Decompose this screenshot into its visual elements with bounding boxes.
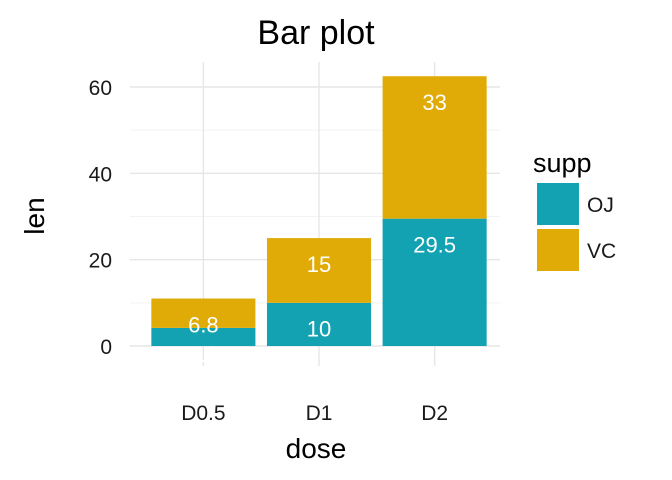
bar-value-label: 29.5 <box>413 233 456 258</box>
y-tick-label: 20 <box>89 250 112 273</box>
y-tick-label: 40 <box>89 163 112 186</box>
bar-labels: 4.2 10 29.5 6.8 15 33 <box>188 90 456 367</box>
bar-oj-d2 <box>382 218 487 346</box>
bar-value-label: 10 <box>307 317 331 342</box>
bar-vc-d2 <box>382 76 487 219</box>
x-tick-label: D1 <box>306 402 333 425</box>
legend: supp OJ VC <box>533 148 616 271</box>
bar-value-label: 15 <box>307 252 331 277</box>
legend-items: OJ VC <box>537 183 616 271</box>
bar-oj-d1 <box>266 302 372 346</box>
legend-swatch-oj <box>537 183 579 225</box>
bar-value-label: 33 <box>422 90 446 115</box>
bar-vc-d0-5 <box>151 298 256 328</box>
bar-value-label: 4.2 <box>188 342 219 367</box>
y-tick-label: 0 <box>100 336 112 359</box>
x-tick-label: D2 <box>421 402 448 425</box>
legend-title: supp <box>533 148 592 178</box>
bar-value-label: 6.8 <box>188 312 219 337</box>
y-tick-label: 60 <box>89 77 112 100</box>
chart-title: Bar plot <box>257 14 375 52</box>
x-tick-label: D0.5 <box>181 402 225 425</box>
bars <box>151 76 487 346</box>
y-axis-ticks: 0 20 40 60 <box>89 77 112 359</box>
bar-vc-d1 <box>266 238 372 303</box>
bar-oj-d0-5 <box>151 327 256 346</box>
x-axis-title: dose <box>286 433 347 464</box>
x-axis-ticks: D0.5 D1 D2 <box>181 402 448 425</box>
legend-label-vc: VC <box>587 240 616 263</box>
y-axis-title: len <box>19 197 50 234</box>
legend-label-oj: OJ <box>587 194 614 217</box>
legend-swatch-vc <box>537 229 579 271</box>
